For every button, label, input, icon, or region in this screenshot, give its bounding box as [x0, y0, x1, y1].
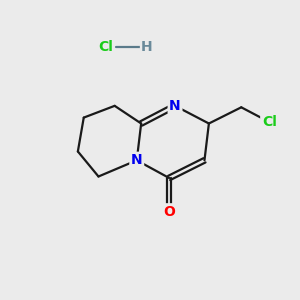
Text: H: H — [141, 40, 153, 54]
Text: N: N — [131, 153, 142, 167]
Text: Cl: Cl — [98, 40, 113, 54]
Text: O: O — [163, 205, 175, 219]
Text: Cl: Cl — [262, 115, 277, 129]
Text: N: N — [169, 99, 181, 113]
